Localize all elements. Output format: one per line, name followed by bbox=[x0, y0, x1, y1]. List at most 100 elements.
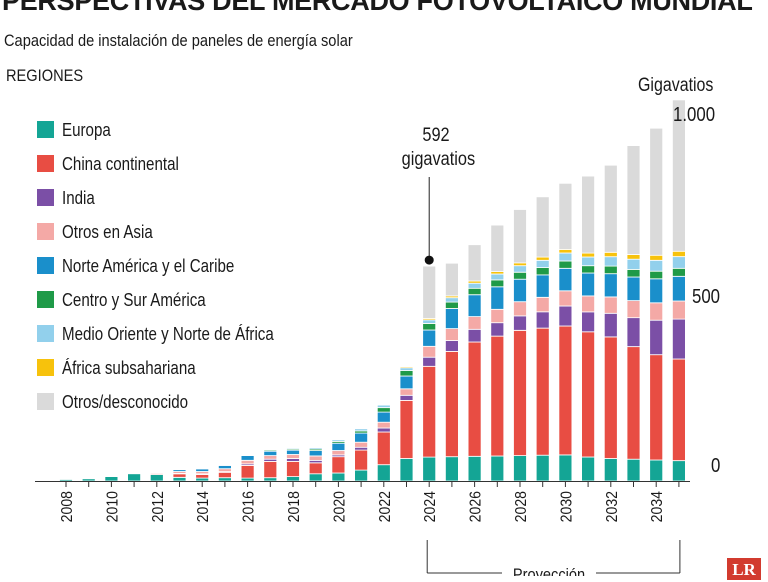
bar-segment bbox=[626, 268, 641, 278]
bar-segment bbox=[59, 479, 73, 482]
bar-segment bbox=[444, 350, 459, 458]
legend-swatch bbox=[37, 189, 54, 206]
bar-segment bbox=[149, 474, 164, 482]
bar-segment bbox=[422, 456, 437, 482]
bar-segment bbox=[444, 301, 459, 309]
bar-segment bbox=[399, 366, 414, 369]
legend-item: Otros en Asia bbox=[37, 220, 337, 244]
bar-segment bbox=[217, 471, 232, 479]
bar-segment bbox=[513, 209, 527, 264]
bar-segment bbox=[286, 476, 300, 482]
bar-segment bbox=[263, 477, 278, 482]
legend-swatch bbox=[37, 393, 54, 410]
legend-item: Otros/desconocido bbox=[37, 390, 337, 414]
bar-segment bbox=[240, 453, 255, 456]
bar-segment bbox=[81, 478, 96, 482]
x-tick-label: 2020 bbox=[331, 491, 349, 522]
annotation-unit: gigavatios bbox=[401, 149, 476, 170]
bar-stack-2009 bbox=[81, 478, 96, 482]
legend-swatch bbox=[37, 155, 54, 172]
bar-segment bbox=[399, 458, 414, 482]
bar-segment bbox=[467, 328, 482, 343]
bar-segment bbox=[467, 244, 482, 282]
x-tick-label: 2028 bbox=[512, 491, 530, 522]
bar-segment bbox=[672, 300, 686, 320]
bar-segment bbox=[535, 196, 550, 258]
bar-segment bbox=[535, 296, 550, 313]
bar-stack-2028 bbox=[513, 209, 527, 482]
bar-segment bbox=[626, 145, 641, 255]
bar-segment bbox=[172, 476, 187, 482]
bar-segment bbox=[672, 275, 686, 302]
legend-label: Otros en Asia bbox=[62, 222, 153, 242]
legend-swatch bbox=[37, 359, 54, 376]
bar-segment bbox=[672, 267, 686, 277]
bar-segment bbox=[581, 295, 595, 313]
bar-segment bbox=[490, 286, 505, 310]
annotation-dot bbox=[424, 255, 434, 265]
bar-segment bbox=[490, 279, 505, 288]
bar-stack-2018 bbox=[286, 447, 300, 482]
bar-segment bbox=[399, 394, 414, 401]
bar-segment bbox=[603, 251, 618, 258]
bar-segment bbox=[399, 399, 414, 459]
bar-segment bbox=[444, 297, 459, 303]
bar-segment bbox=[331, 442, 346, 451]
bar-stack-2011 bbox=[127, 472, 141, 482]
bar-segment bbox=[399, 375, 414, 390]
bar-segment bbox=[649, 459, 664, 482]
bar-segment bbox=[444, 456, 459, 482]
bar-segment bbox=[354, 441, 369, 448]
bar-segment bbox=[490, 322, 505, 337]
bar-segment bbox=[467, 287, 482, 296]
legend-swatch bbox=[37, 325, 54, 342]
bar-segment bbox=[626, 458, 641, 482]
bar-segment bbox=[490, 273, 505, 281]
bar-segment bbox=[581, 175, 595, 254]
bar-segment bbox=[649, 319, 664, 356]
bar-stack-2030 bbox=[558, 182, 573, 482]
bar-segment bbox=[263, 460, 278, 479]
bar-segment bbox=[467, 455, 482, 482]
bar-segment bbox=[649, 127, 664, 256]
x-tick-label: 2032 bbox=[603, 491, 621, 522]
bar-segment bbox=[444, 328, 459, 341]
legend-title: REGIONES bbox=[6, 66, 84, 85]
bar-segment bbox=[399, 388, 414, 396]
bar-stack-2013 bbox=[172, 469, 187, 482]
bar-stack-2020 bbox=[331, 438, 346, 482]
bar-segment bbox=[308, 455, 323, 461]
legend-swatch bbox=[37, 223, 54, 240]
legend-item: India bbox=[37, 186, 337, 210]
bar-stack-2034 bbox=[649, 127, 664, 482]
legend-swatch bbox=[37, 121, 54, 138]
annotation-value: 592 bbox=[422, 125, 450, 146]
bar-segment bbox=[603, 164, 618, 253]
bar-stack-2021 bbox=[354, 427, 369, 482]
bar-segment bbox=[376, 464, 391, 482]
bar-segment bbox=[217, 464, 232, 466]
bar-segment bbox=[649, 278, 664, 304]
bar-stack-2025 bbox=[444, 262, 459, 482]
x-tick-label: 2034 bbox=[648, 491, 666, 522]
bar-segment bbox=[354, 432, 369, 443]
bar-stack-2031 bbox=[581, 175, 595, 482]
bar-segment bbox=[376, 431, 391, 466]
legend-label: África subsahariana bbox=[62, 358, 196, 378]
legend-label: Europa bbox=[62, 120, 111, 140]
bar-segment bbox=[558, 290, 573, 307]
bar-segment bbox=[331, 450, 346, 456]
bar-segment bbox=[354, 449, 369, 471]
bar-segment bbox=[127, 473, 141, 482]
bar-segment bbox=[626, 276, 641, 302]
bar-segment bbox=[308, 446, 323, 449]
annotation-label: 592 gigavatios bbox=[401, 124, 476, 172]
bar-segment bbox=[535, 259, 550, 268]
bar-segment bbox=[558, 182, 573, 250]
bar-segment bbox=[195, 471, 210, 475]
bar-segment bbox=[513, 301, 527, 317]
bar-segment bbox=[581, 265, 595, 274]
bar-segment bbox=[263, 450, 278, 457]
bar-stack-2035 bbox=[672, 99, 686, 482]
